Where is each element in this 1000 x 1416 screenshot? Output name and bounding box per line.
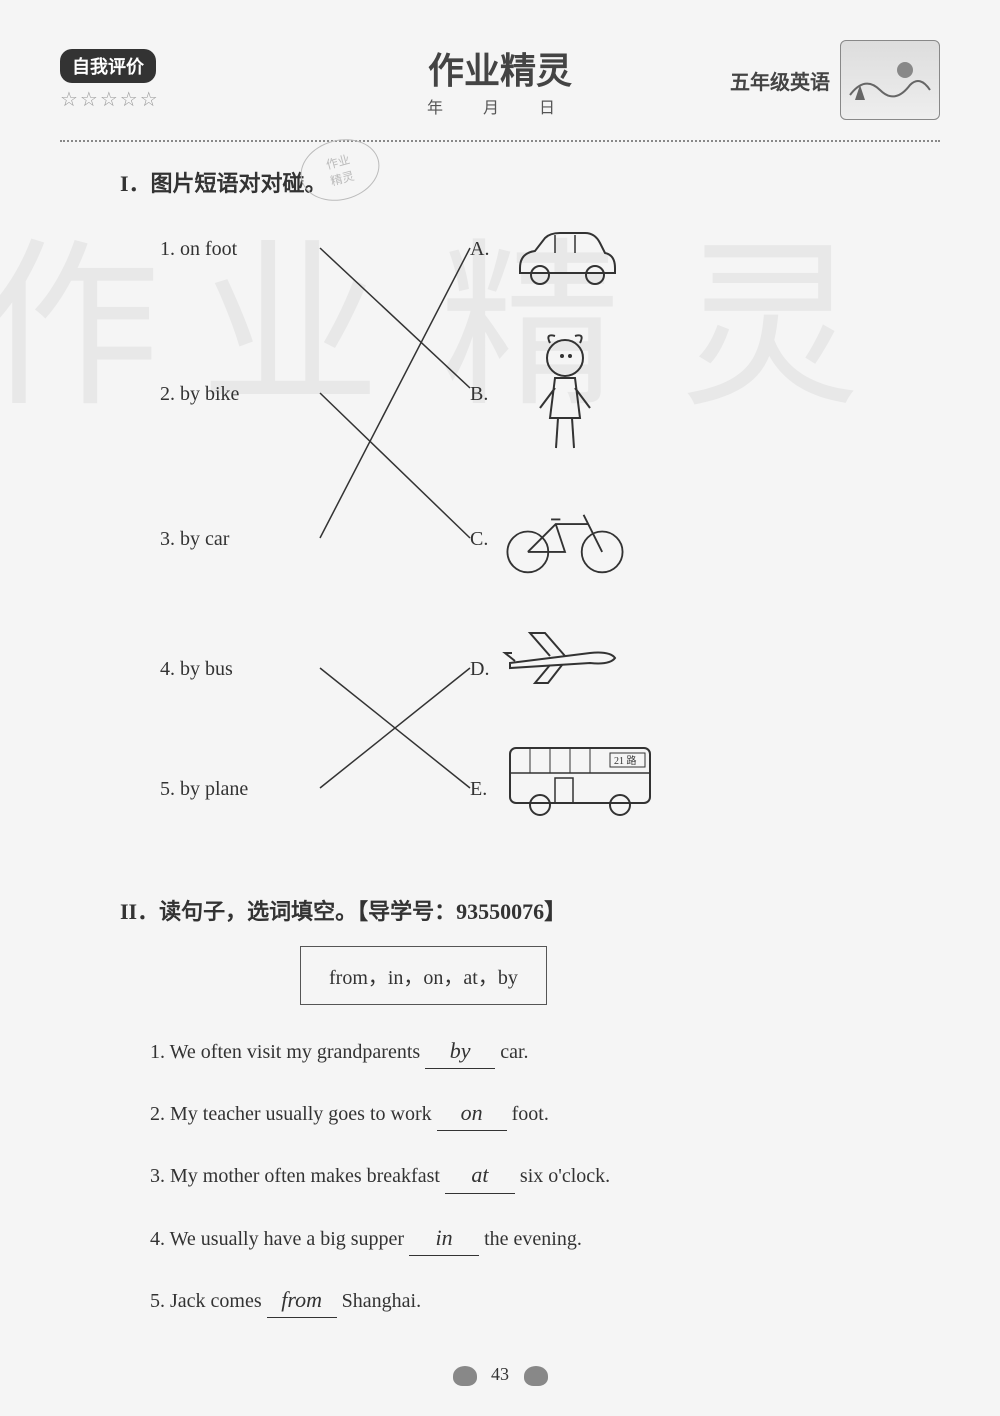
match-letter-b: B. (470, 383, 488, 406)
fill-item-2: 2. My teacher usually goes to work on fo… (150, 1095, 940, 1131)
fill-item-4: 4. We usually have a big supper in the e… (150, 1220, 940, 1256)
match-item-4: 4. by bus (160, 658, 233, 681)
plane-icon (500, 618, 630, 698)
page-title: 作业精灵 (427, 42, 573, 94)
date-labels: 年 月 日 (427, 94, 573, 118)
grade-label: 五年级英语 (730, 66, 830, 95)
page-number: 43 (491, 1364, 509, 1384)
self-eval-badge: 自我评价 (60, 49, 156, 83)
match-item-3: 3. by car (160, 528, 229, 551)
match-item-1: 1. on foot (160, 238, 237, 261)
fill-item-3: 3. My mother often makes breakfast at si… (150, 1157, 940, 1193)
word-bank: from，in，on，at，by (300, 946, 547, 1005)
answer-2: on (437, 1095, 507, 1131)
match-item-5: 5. by plane (160, 778, 248, 801)
bird-icon (524, 1366, 548, 1386)
match-letter-c: C. (470, 528, 488, 551)
page-footer: 43 (0, 1364, 1000, 1386)
section-2-title: II．读句子，选词填空。【导学号：93550076】 (120, 894, 940, 926)
section-1-title: I．图片短语对对碰。 (120, 166, 940, 198)
match-letter-d: D. (470, 658, 489, 681)
match-lines-svg (160, 218, 760, 858)
fill-item-1: 1. We often visit my grandparents by car… (150, 1033, 940, 1069)
section-2: II．读句子，选词填空。【导学号：93550076】 from，in，on，at… (120, 894, 940, 1318)
fill-item-5: 5. Jack comes from Shanghai. (150, 1282, 940, 1318)
answer-4: in (409, 1220, 479, 1256)
page-header: 自我评价 ☆☆☆☆☆ 作业精灵 年 月 日 五年级英语 (60, 40, 940, 120)
match-item-2: 2. by bike (160, 383, 239, 406)
car-icon (500, 218, 630, 298)
girl-icon (500, 328, 630, 458)
answer-5: from (267, 1282, 337, 1318)
match-letter-a: A. (470, 238, 489, 261)
bus-icon: 21 路 (500, 738, 670, 818)
answer-3: at (445, 1157, 515, 1193)
section-1: I．图片短语对对碰。 1. on foot A. 2. by bike (120, 166, 940, 858)
corner-illustration (840, 40, 940, 120)
fill-blank-list: 1. We often visit my grandparents by car… (150, 1033, 940, 1318)
svg-text:21 路: 21 路 (614, 754, 637, 767)
match-letter-e: E. (470, 778, 487, 801)
bird-icon (453, 1366, 477, 1386)
star-rating: ☆☆☆☆☆ (60, 87, 160, 112)
header-divider (60, 140, 940, 142)
matching-exercise: 1. on foot A. 2. by bike B. (160, 218, 760, 858)
bike-icon (500, 498, 630, 578)
answer-1: by (425, 1033, 495, 1069)
